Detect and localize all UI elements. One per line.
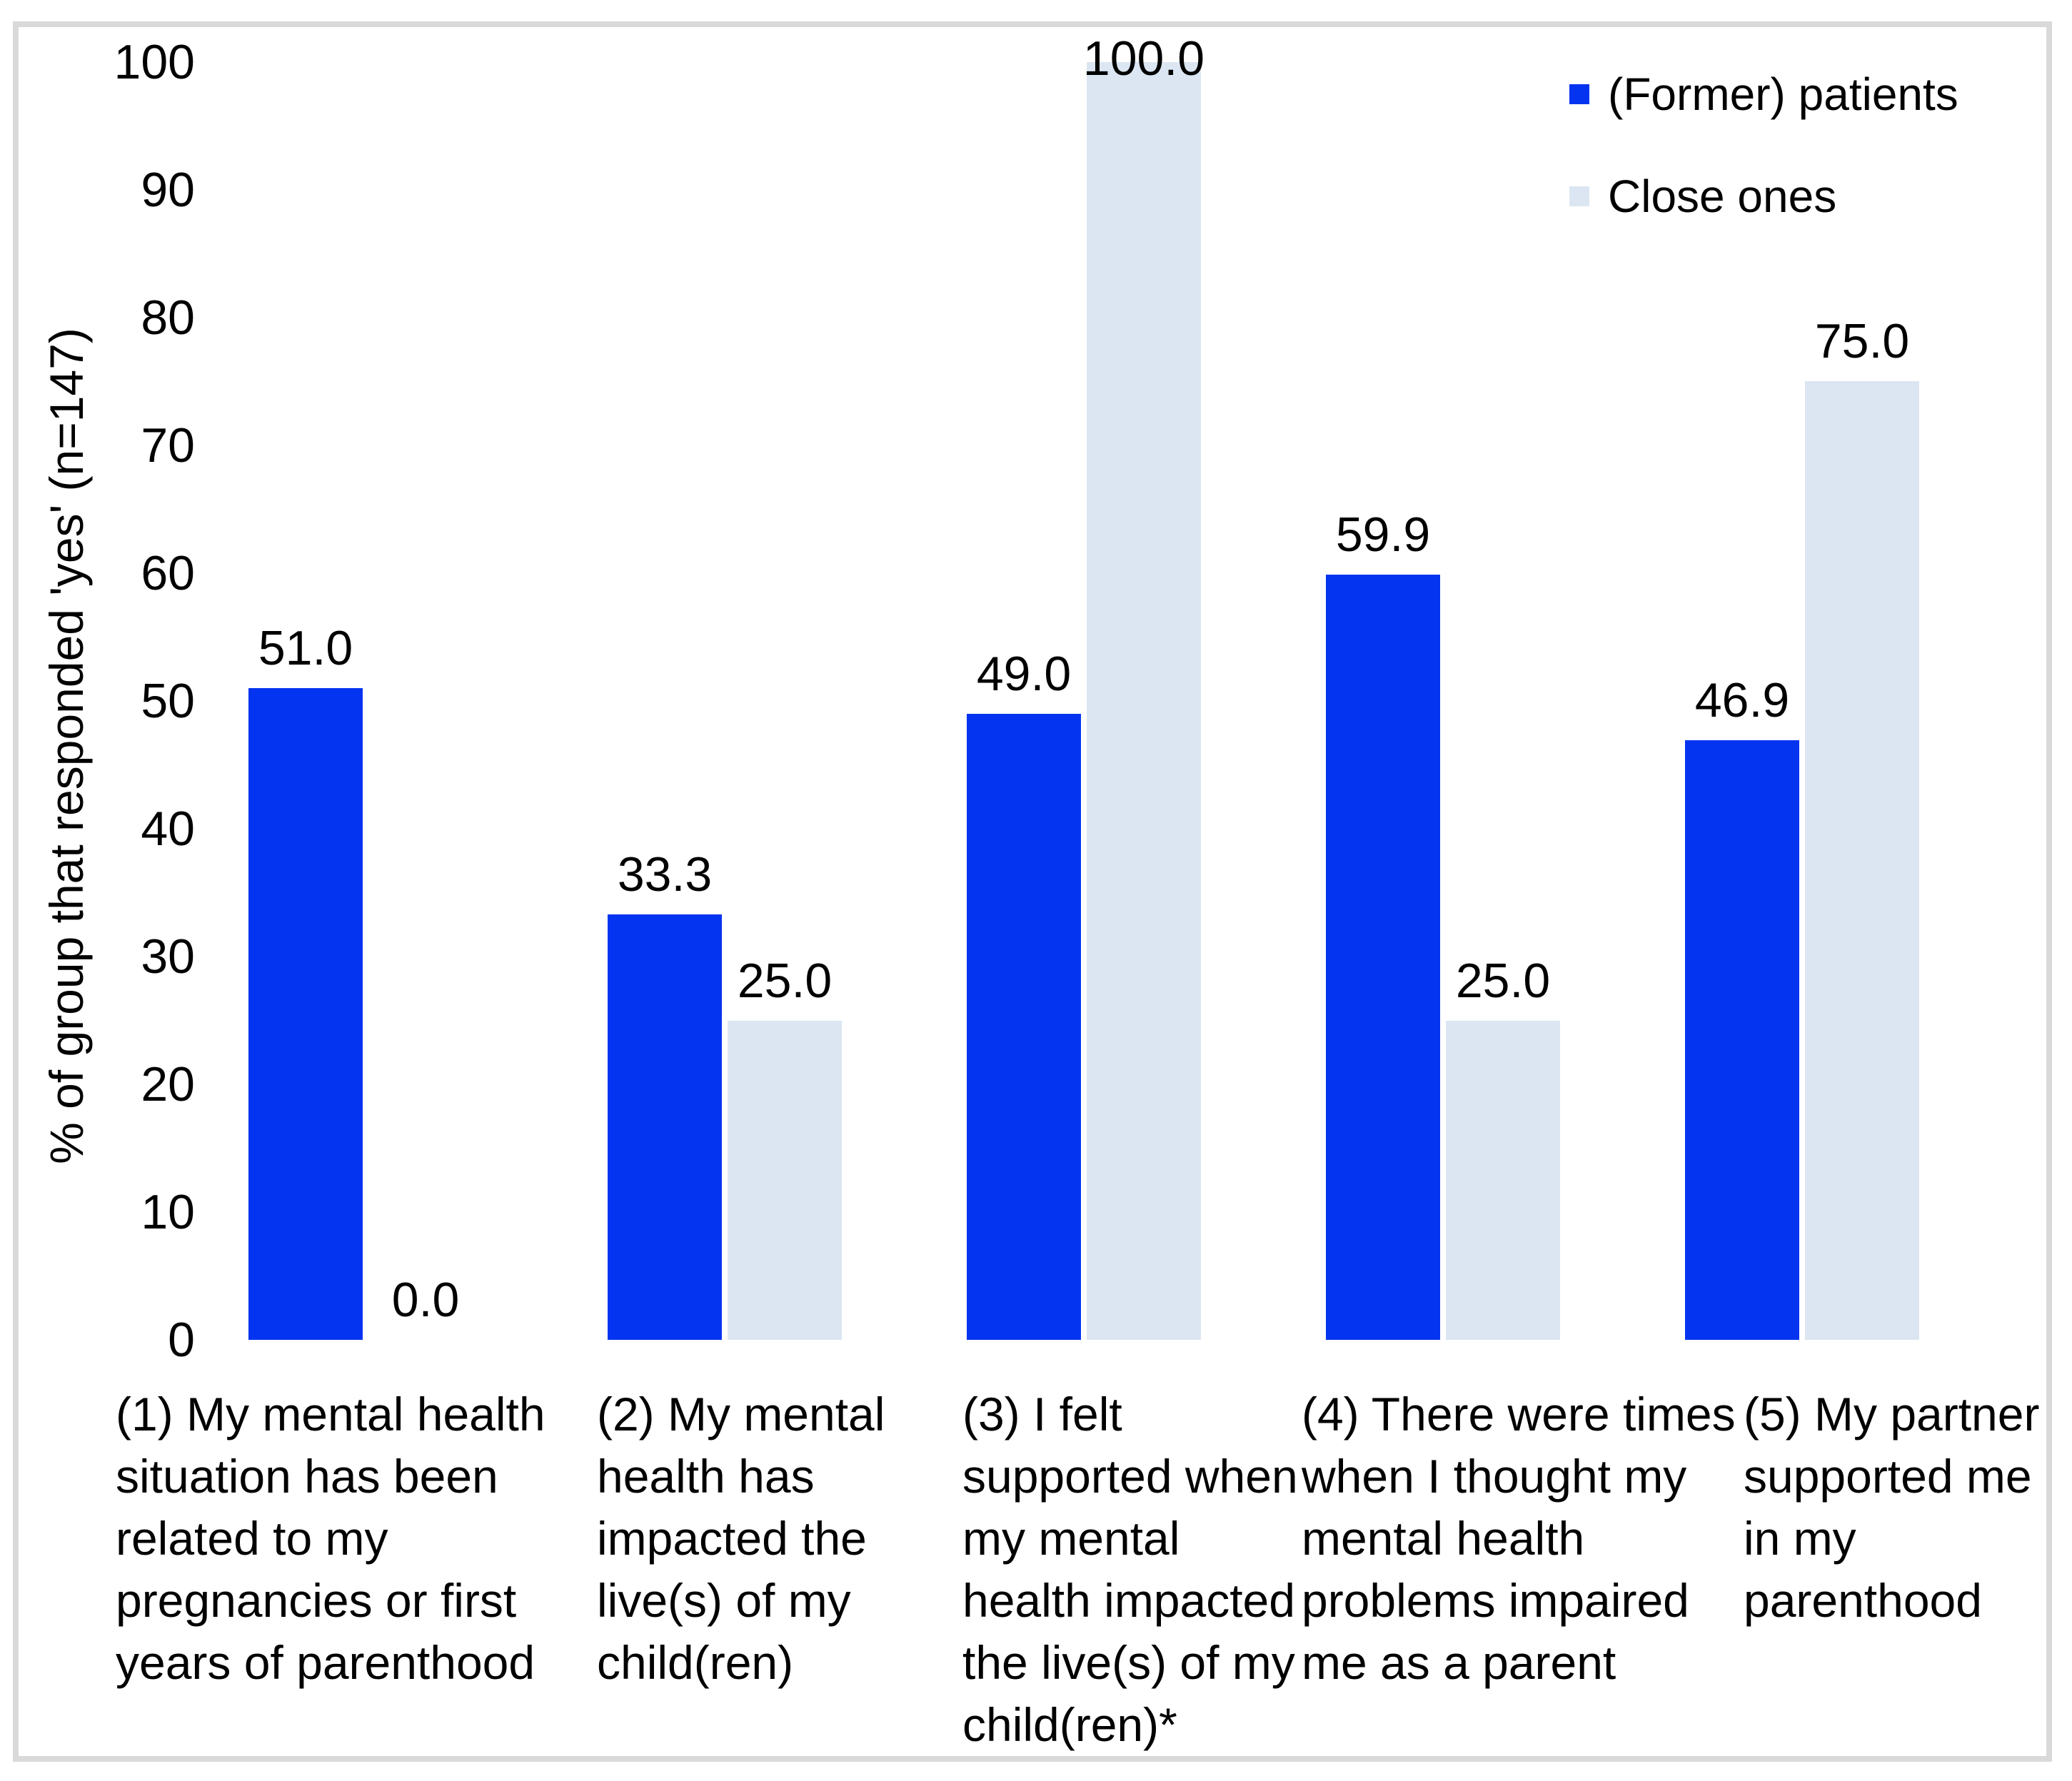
category-label: (5) My partner supported me in my parent…	[1744, 1388, 2040, 1627]
bar-former-patients	[608, 914, 722, 1340]
y-axis-title: % of group that responded 'yes' (n=147)	[40, 328, 93, 1164]
bar-former-patients	[1326, 575, 1440, 1340]
legend-label-close-ones: Close ones	[1608, 171, 1837, 222]
y-tick-label: 90	[141, 163, 195, 217]
bar-close-ones	[728, 1021, 842, 1340]
y-tick-label: 40	[141, 802, 195, 856]
category-label: (4) There were times when I thought my m…	[1302, 1388, 1736, 1689]
y-tick-label: 100	[114, 35, 195, 89]
bar-value-label: 59.9	[1335, 508, 1431, 562]
y-tick-label: 80	[141, 291, 195, 345]
category-label: (2) My mental health has impacted the li…	[597, 1388, 885, 1689]
legend-swatch-former-patients	[1569, 84, 1589, 104]
y-tick-label: 30	[141, 929, 195, 984]
bar-value-label: 49.0	[976, 647, 1072, 701]
bar-value-label: 25.0	[1455, 954, 1551, 1008]
bar-value-label: 33.3	[617, 847, 713, 902]
y-tick-label: 60	[141, 546, 195, 600]
legend-swatch-close-ones	[1569, 186, 1589, 206]
y-tick-label: 20	[141, 1057, 195, 1111]
category-label: (1) My mental health situation has been …	[116, 1388, 545, 1689]
bar-close-ones	[1446, 1021, 1560, 1340]
bar-former-patients	[248, 688, 363, 1340]
bar-former-patients	[1685, 740, 1799, 1340]
y-tick-label: 0	[168, 1313, 195, 1367]
y-tick-label: 10	[141, 1185, 195, 1239]
legend-item-close-ones: Close ones	[1569, 171, 1837, 222]
y-tick-label: 50	[141, 674, 195, 728]
y-tick-label: 70	[141, 418, 195, 473]
bar-former-patients	[967, 714, 1081, 1340]
legend-label-former-patients: (Former) patients	[1608, 69, 1958, 120]
bar-value-label: 100.0	[1082, 31, 1205, 86]
bar-value-label: 75.0	[1814, 314, 1910, 368]
bar-close-ones	[1805, 381, 1919, 1340]
category-label: (3) I felt supported when my mental heal…	[962, 1388, 1298, 1751]
bar-value-label: 25.0	[737, 954, 833, 1008]
bar-value-label: 46.9	[1694, 673, 1790, 727]
legend-item-former-patients: (Former) patients	[1569, 69, 1958, 120]
bar-close-ones	[1087, 62, 1201, 1340]
bar-value-label: 51.0	[258, 621, 353, 675]
bar-value-label: 0.0	[391, 1273, 460, 1327]
